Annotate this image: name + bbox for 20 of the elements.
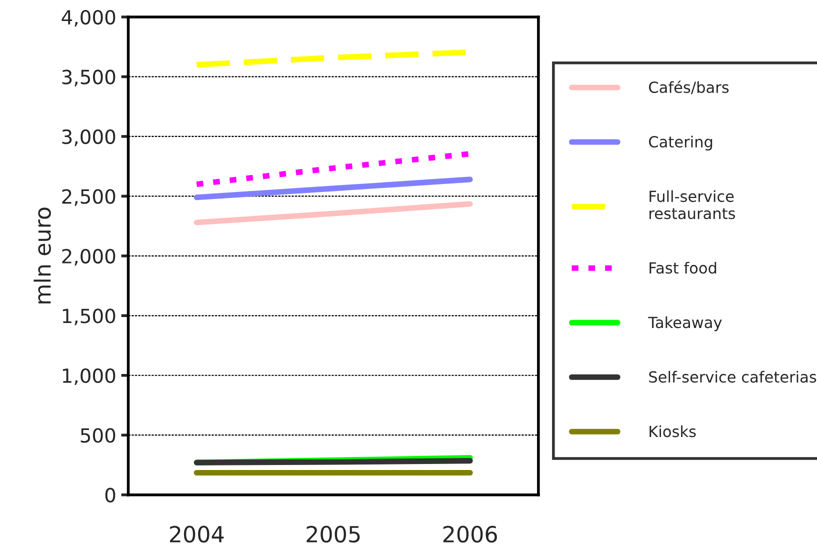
y-tick-label: 0 (105, 488, 116, 503)
legend-label: Cafés/bars (649, 80, 729, 94)
y-axis-title: mln euro (34, 208, 51, 304)
legend-label: Kiosks (650, 425, 696, 438)
x-tick-label: 2005 (306, 526, 360, 543)
x-tick-label: 2004 (170, 526, 224, 543)
y-tick-label: 2,500 (62, 189, 116, 206)
y-tick-label: 3,000 (62, 129, 116, 146)
legend-label: Takeaway (648, 316, 722, 332)
y-tick-label: 500 (80, 428, 116, 443)
y-tick-label: 1,000 (62, 368, 116, 386)
legend-label: Full-service restaurants (650, 190, 736, 220)
y-tick-label: 4,000 (62, 10, 116, 27)
legend-label: Fast food (650, 262, 716, 274)
y-tick-label: 1,500 (62, 308, 116, 326)
legend-label: Self-service cafeterias (649, 370, 816, 383)
y-tick-label: 2,000 (62, 248, 116, 266)
x-tick-label: 2006 (443, 526, 497, 543)
legend-label: Catering (649, 136, 712, 151)
y-tick-label: 3,500 (62, 70, 116, 86)
